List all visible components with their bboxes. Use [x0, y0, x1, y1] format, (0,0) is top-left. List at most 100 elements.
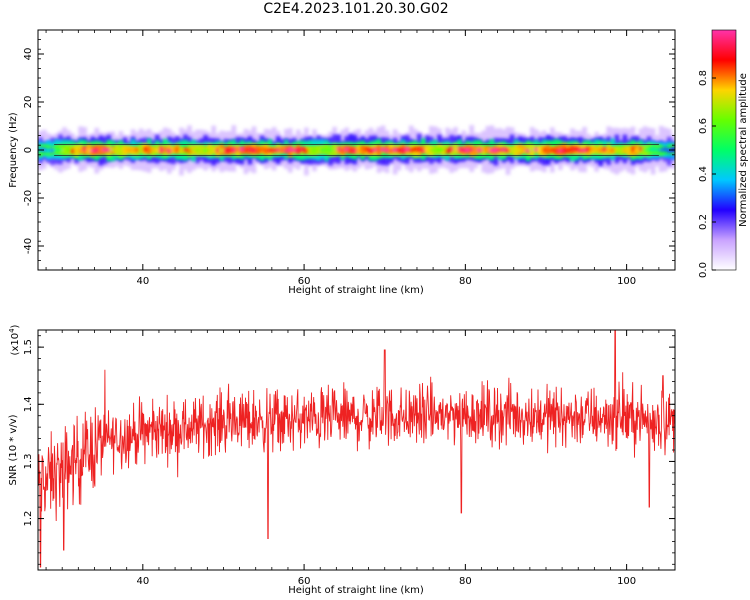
spectrogram-cell	[150, 147, 156, 152]
spectrogram-cell	[54, 146, 59, 152]
spectrogram-band	[38, 125, 675, 176]
snr-ytick-label: 1.5	[23, 339, 34, 355]
spectrogram-cell	[445, 148, 450, 154]
spectrogram-cell	[239, 146, 245, 152]
spectrogram-cell	[86, 148, 92, 154]
spectrogram-cell	[94, 147, 100, 153]
spectrogram-cell	[142, 147, 148, 152]
spectrogram-cell	[296, 147, 301, 153]
spectrogram-cell	[352, 148, 358, 153]
spectrogram-cell	[308, 148, 313, 154]
spectrogram-cell	[461, 147, 466, 153]
snr-xlabel: Height of straight line (km)	[288, 585, 424, 596]
spectrogram-cell	[187, 148, 192, 154]
spectrogram-cell	[658, 148, 664, 152]
spectrogram-ytick-label: -40	[23, 238, 34, 254]
spectrogram-cell	[267, 148, 273, 153]
spectrogram-cell	[598, 148, 604, 153]
spectrogram-cell	[614, 147, 620, 152]
spectrogram-cell	[328, 148, 333, 152]
spectrogram-cell	[626, 148, 632, 152]
spectrogram-cell	[586, 147, 591, 152]
spectrogram-cell	[102, 147, 108, 152]
spectrogram-cell	[98, 148, 104, 154]
spectrogram-ytick-label: -20	[23, 190, 34, 206]
spectrogram-cell	[203, 148, 208, 153]
spectrogram-cell	[231, 147, 237, 153]
spectrogram-cell	[622, 148, 628, 153]
spectrogram-xtick-label: 40	[136, 276, 149, 287]
spectrogram-cell	[360, 146, 366, 152]
spectrogram-cell	[90, 148, 96, 153]
spectrogram-cell	[58, 148, 63, 152]
spectrogram-cell	[558, 148, 563, 153]
spectrogram-cell	[537, 147, 543, 152]
spectrogram-cell	[489, 148, 495, 153]
spectrogram-cell	[179, 149, 184, 153]
spectrogram-cell	[78, 148, 83, 154]
spectrogram-cell	[146, 148, 152, 153]
spectrogram-cell	[175, 147, 180, 152]
colorbar-tick-label: 0.0	[698, 262, 709, 278]
spectrogram-cell	[364, 147, 370, 152]
snr-ytick-label: 1.4	[23, 396, 34, 412]
spectrogram-cell	[82, 147, 87, 152]
spectrogram-cell	[437, 147, 442, 153]
spectrogram-cell	[578, 148, 583, 153]
spectrogram-cell	[275, 148, 281, 152]
snr-panel: 40 60 80 100 1.2 1.3 1.4 1.5 Height of straight…	[8, 324, 676, 596]
spectrogram-cell	[392, 147, 398, 152]
spectrogram-cell	[300, 147, 305, 152]
spectrogram-cell	[304, 148, 309, 154]
snr-ytick-label: 1.3	[23, 453, 34, 469]
snr-xtick-label: 40	[136, 576, 149, 587]
spectrogram-cell	[554, 148, 559, 153]
spectrogram-cell	[191, 148, 196, 152]
spectrogram-cell	[477, 148, 483, 153]
spectrogram-cell	[416, 147, 422, 151]
spectrogram-ticks: 40 60 80 100 -40 -20 0 20 40	[23, 29, 676, 287]
spectrogram-cell	[638, 147, 644, 151]
spectrogram-cell	[138, 147, 144, 152]
spectrogram-cell	[344, 147, 350, 151]
spectrogram-cell	[634, 148, 640, 153]
spectrogram-cell	[227, 147, 233, 153]
spectrogram-cell	[525, 149, 531, 153]
spectrogram-cell	[630, 146, 636, 152]
spectrogram-cell	[118, 148, 124, 153]
spectrogram-cell	[594, 147, 599, 152]
spectrogram-cell	[287, 147, 293, 152]
spectrogram-cell	[134, 147, 140, 152]
snr-exponent-label: (x104)	[8, 324, 21, 355]
spectrogram-cell	[521, 147, 527, 152]
colorbar-label: Normalized spectral amplitude	[738, 73, 749, 227]
spectrogram-cell	[235, 147, 241, 152]
spectrogram-cell	[316, 147, 321, 152]
snr-ticks: 40 60 80 100 1.2 1.3 1.4 1.5	[23, 330, 676, 587]
colorbar-ticks: 0.0 0.2 0.4 0.6 0.8	[698, 29, 737, 278]
spectrogram-cell	[465, 147, 470, 153]
spectrogram-cell	[421, 148, 426, 153]
spectrogram-cell	[400, 147, 406, 153]
spectrogram-cell	[247, 147, 253, 152]
spectrogram-cell	[162, 147, 168, 153]
spectrogram-cell	[449, 146, 454, 152]
spectrogram-cell	[167, 148, 172, 153]
spectrogram-panel: 40 60 80 100 -40 -20 0 20 40 Height of straight …	[8, 29, 676, 296]
spectrogram-cell	[473, 147, 479, 152]
spectrogram-cell	[666, 148, 672, 153]
spectrogram-cell	[380, 147, 386, 152]
spectrogram-cell	[158, 147, 164, 153]
spectrogram-cell	[348, 148, 354, 153]
spectrogram-cell	[501, 147, 507, 152]
spectrogram-cell	[215, 148, 221, 153]
spectrogram-cell	[376, 147, 382, 153]
spectrogram-cell	[50, 148, 55, 153]
spectrogram-cell	[618, 149, 624, 153]
spectrogram-cell	[114, 149, 120, 153]
spectrogram-xtick-label: 80	[459, 276, 472, 287]
spectrogram-cell	[505, 148, 511, 153]
spectrogram-cell	[566, 148, 571, 153]
spectrogram-cell	[122, 147, 128, 152]
